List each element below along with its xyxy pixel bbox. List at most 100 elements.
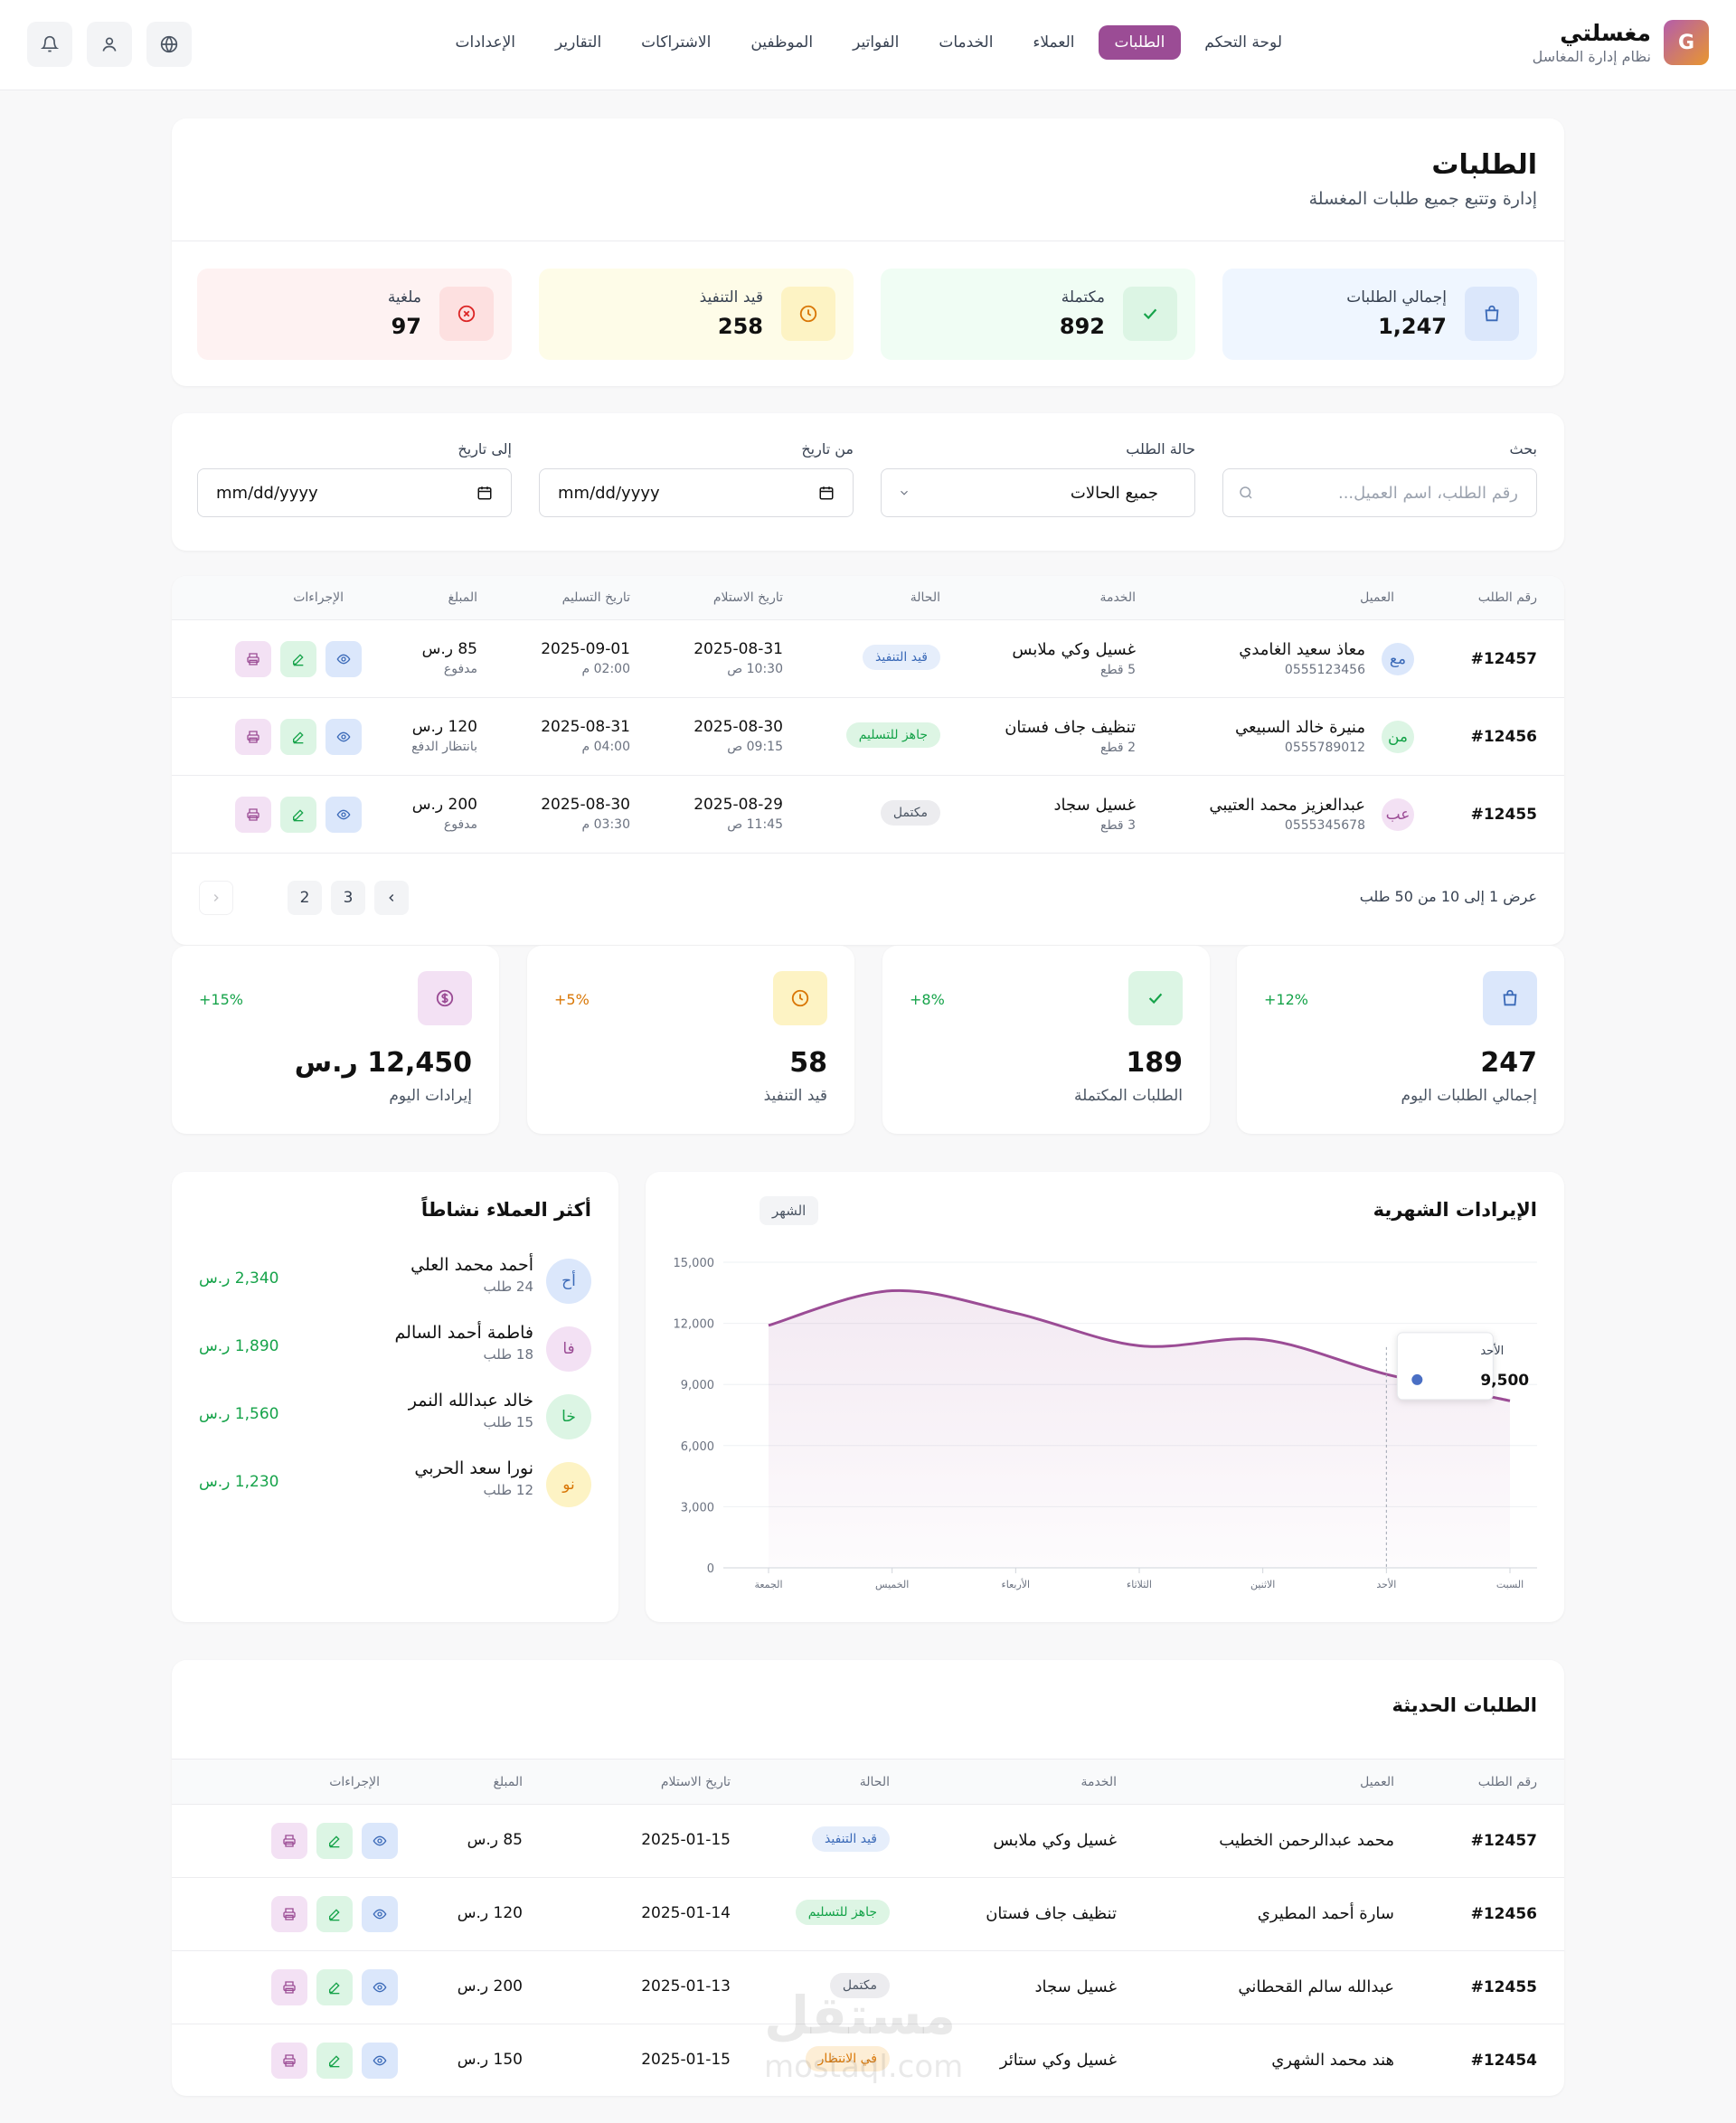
edit-button[interactable] bbox=[316, 1896, 353, 1932]
nav-services[interactable]: الخدمات bbox=[939, 33, 994, 52]
table-row[interactable]: #12455 عبدالله سالم القحطاني غسيل سجاد م… bbox=[172, 1950, 1564, 2024]
view-button[interactable] bbox=[326, 797, 362, 833]
bag-icon bbox=[1483, 971, 1537, 1025]
table-row[interactable]: #12454 هند محمد الشهري غسيل وكي ستائر في… bbox=[172, 2024, 1564, 2096]
view-button[interactable] bbox=[362, 1823, 398, 1859]
pencil-icon bbox=[293, 809, 304, 822]
table-row[interactable]: #12456 سارة أحمد المطيري تنظيف جاف فستان… bbox=[172, 1877, 1564, 1950]
to-date-value: mm/dd/yyyy bbox=[216, 483, 318, 503]
status-select[interactable]: جميع الحالات bbox=[881, 468, 1195, 517]
top-clients-list: أح أحمد محمد العلي 24 طلب 2,340 ر.س فا ف… bbox=[199, 1255, 591, 1526]
printer-icon bbox=[247, 808, 259, 821]
view-button[interactable] bbox=[326, 641, 362, 677]
nav-orders[interactable]: الطلبات bbox=[1098, 25, 1182, 60]
filter-search: بحث رقم الطلب، اسم العميل... bbox=[1222, 440, 1537, 517]
edit-button[interactable] bbox=[316, 1823, 353, 1859]
nav-employees[interactable]: الموظفين bbox=[750, 33, 814, 52]
status-badge: في الانتظار bbox=[805, 2046, 890, 2071]
prev-page-button[interactable] bbox=[199, 881, 233, 915]
nav-settings[interactable]: الإعدادات bbox=[455, 33, 516, 52]
calendar-icon[interactable] bbox=[818, 485, 835, 501]
list-item[interactable]: خا خالد عبدالله النمر 15 طلب 1,560 ر.س bbox=[199, 1391, 591, 1458]
y-tick-label: 0 bbox=[707, 1562, 714, 1576]
client-name: خالد عبدالله النمر bbox=[408, 1391, 533, 1411]
amount: 85 ر.س bbox=[421, 640, 477, 658]
avatar: خا bbox=[546, 1394, 591, 1439]
edit-button[interactable] bbox=[316, 2043, 353, 2079]
nav-invoices[interactable]: الفواتير bbox=[853, 33, 900, 52]
chart-y-axis: 0 3,000 6,000 9,000 12,000 15,000 bbox=[674, 1257, 715, 1576]
print-button[interactable] bbox=[271, 1823, 307, 1859]
stat-total-orders: إجمالي الطلبات 1,247 bbox=[1222, 269, 1537, 360]
page-button[interactable]: 3 bbox=[331, 881, 365, 915]
nav-dashboard[interactable]: لوحة التحكم bbox=[1204, 33, 1282, 52]
table-row[interactable]: #12457 محمد عبدالرحمن الخطيب غسيل وكي مل… bbox=[172, 1804, 1564, 1877]
search-input[interactable]: رقم الطلب، اسم العميل... bbox=[1222, 468, 1537, 517]
customer-phone: 0555123456 bbox=[1284, 663, 1365, 677]
status-badge: جاهز للتسليم bbox=[795, 1900, 890, 1925]
view-button[interactable] bbox=[362, 2043, 398, 2079]
watermark-logo: مستقل bbox=[764, 1985, 957, 2046]
client-name: أحمد محمد العلي bbox=[410, 1255, 533, 1275]
status-badge: مكتمل bbox=[880, 800, 940, 826]
list-item[interactable]: نو نورا سعد الحربي 12 طلب 1,230 ر.س bbox=[199, 1458, 591, 1526]
edit-button[interactable] bbox=[316, 1969, 353, 2005]
view-button[interactable] bbox=[326, 719, 362, 755]
customer-name: محمد عبدالرحمن الخطيب bbox=[1219, 1831, 1394, 1850]
table-row[interactable]: #12457 مع معاذ سعيد الغامدي 0555123456 غ… bbox=[172, 619, 1564, 697]
print-button[interactable] bbox=[271, 1896, 307, 1932]
avatar: مع bbox=[1382, 643, 1414, 675]
edit-button[interactable] bbox=[280, 719, 316, 755]
notifications-button[interactable] bbox=[27, 22, 72, 67]
nav-subscriptions[interactable]: الاشتراكات bbox=[641, 33, 712, 52]
status-badge: قيد التنفيذ bbox=[812, 1826, 890, 1852]
payment-status: بانتظار الدفع bbox=[411, 740, 477, 754]
stat-in-progress: قيد التنفيذ 258 bbox=[539, 269, 854, 360]
profile-button[interactable] bbox=[87, 22, 132, 67]
print-button[interactable] bbox=[235, 719, 271, 755]
received-date: 2025-01-15 bbox=[641, 1831, 731, 1849]
kpi-label: الطلبات المكتملة bbox=[1073, 1087, 1183, 1105]
top-clients-title: أكثر العملاء نشاطاً bbox=[420, 1199, 591, 1221]
edit-button[interactable] bbox=[280, 641, 316, 677]
list-item[interactable]: فا فاطمة أحمد السالم 18 طلب 1,890 ر.س bbox=[199, 1323, 591, 1391]
print-button[interactable] bbox=[271, 2043, 307, 2079]
language-button[interactable] bbox=[146, 22, 192, 67]
from-date-input[interactable]: mm/dd/yyyy bbox=[539, 468, 854, 517]
page-button[interactable]: 2 bbox=[288, 881, 322, 915]
y-tick-label: 12,000 bbox=[674, 1318, 715, 1332]
eye-icon bbox=[336, 731, 351, 742]
clock-icon bbox=[773, 971, 827, 1025]
nav-customers[interactable]: العملاء bbox=[1033, 33, 1075, 52]
print-button[interactable] bbox=[235, 641, 271, 677]
list-item[interactable]: أح أحمد محمد العلي 24 طلب 2,340 ر.س bbox=[199, 1255, 591, 1323]
calendar-icon[interactable] bbox=[476, 485, 493, 501]
customer-name: عبدالله سالم القحطاني bbox=[1238, 1977, 1394, 1996]
received-date: 2025-08-30 bbox=[693, 718, 783, 736]
edit-button[interactable] bbox=[280, 797, 316, 833]
printer-icon bbox=[247, 653, 259, 665]
next-page-button[interactable] bbox=[374, 881, 409, 915]
print-button[interactable] bbox=[271, 1969, 307, 2005]
brand[interactable]: G مغسلتي نظام إدارة المغاسل bbox=[1533, 20, 1709, 65]
client-orders: 12 طلب bbox=[483, 1482, 534, 1498]
view-button[interactable] bbox=[362, 1896, 398, 1932]
table-row[interactable]: #12455 عب عبدالعزيز محمد العتيبي 0555345… bbox=[172, 775, 1564, 853]
pencil-icon bbox=[329, 1835, 340, 1848]
service-name: تنظيف جاف فستان bbox=[1005, 718, 1136, 737]
nav-reports[interactable]: التقارير bbox=[555, 33, 602, 52]
service-name: غسيل وكي ملابس bbox=[993, 1831, 1117, 1850]
dollar-icon bbox=[418, 971, 472, 1025]
pencil-icon bbox=[329, 1909, 340, 1921]
view-button[interactable] bbox=[362, 1969, 398, 2005]
amount: 120 ر.س bbox=[411, 718, 477, 736]
watermark-url: mostaql.com bbox=[764, 2049, 964, 2085]
table-row[interactable]: #12456 من منيرة خالد السبيعي 0555789012 … bbox=[172, 697, 1564, 775]
print-button[interactable] bbox=[235, 797, 271, 833]
order-id: #12456 bbox=[1470, 1905, 1537, 1923]
check-icon bbox=[1123, 287, 1177, 341]
th-service: الخدمة bbox=[1080, 1775, 1117, 1789]
to-date-input[interactable]: mm/dd/yyyy bbox=[197, 468, 512, 517]
period-select[interactable]: الشهر bbox=[760, 1196, 819, 1225]
service-name: تنظيف جاف فستان bbox=[986, 1904, 1117, 1923]
